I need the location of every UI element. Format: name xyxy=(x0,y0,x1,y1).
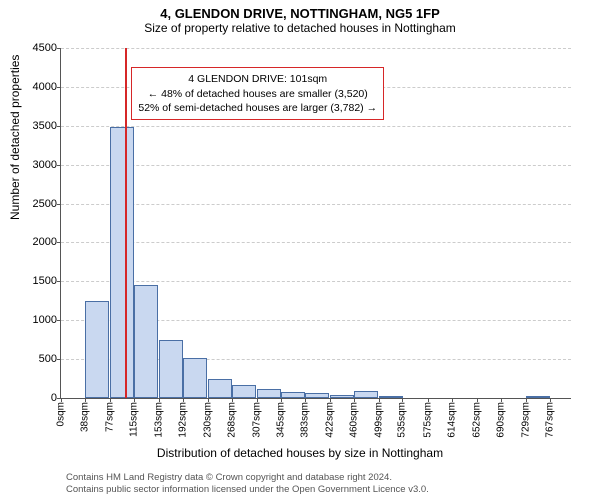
footer-credits: Contains HM Land Registry data © Crown c… xyxy=(66,472,429,496)
x-axis-label: Distribution of detached houses by size … xyxy=(0,446,600,460)
xtick-label: 230sqm xyxy=(202,402,213,438)
xtick-label: 153sqm xyxy=(153,402,164,438)
y-axis-label: Number of detached properties xyxy=(8,55,22,220)
ytick-label: 1000 xyxy=(17,314,57,326)
annot-line: 52% of semi-detached houses are larger (… xyxy=(138,101,377,115)
xtick-label: 460sqm xyxy=(349,402,360,438)
ytick-label: 2500 xyxy=(17,198,57,210)
histogram-bar xyxy=(183,358,207,398)
xtick-label: 192sqm xyxy=(178,402,189,438)
gridline xyxy=(61,126,571,127)
annot-line: 4 GLENDON DRIVE: 101sqm xyxy=(138,72,377,86)
page-subtitle: Size of property relative to detached ho… xyxy=(0,21,600,39)
ytick-mark xyxy=(57,320,61,321)
histogram-bar xyxy=(232,385,256,398)
histogram-bar xyxy=(330,395,354,398)
xtick-label: 345sqm xyxy=(275,402,286,438)
histogram-bar xyxy=(379,396,403,398)
ytick-label: 3500 xyxy=(17,120,57,132)
plot-region: 0500100015002000250030003500400045000sqm… xyxy=(60,48,571,399)
ytick-mark xyxy=(57,48,61,49)
ytick-label: 4000 xyxy=(17,81,57,93)
ytick-mark xyxy=(57,126,61,127)
footer-line: Contains HM Land Registry data © Crown c… xyxy=(66,472,429,484)
ytick-label: 1500 xyxy=(17,275,57,287)
xtick-label: 575sqm xyxy=(422,402,433,438)
histogram-bar xyxy=(281,392,305,398)
xtick-label: 77sqm xyxy=(105,402,116,432)
gridline xyxy=(61,48,571,49)
footer-line: Contains public sector information licen… xyxy=(66,484,429,496)
xtick-label: 422sqm xyxy=(325,402,336,438)
chart-area: 0500100015002000250030003500400045000sqm… xyxy=(60,48,570,398)
xtick-label: 729sqm xyxy=(520,402,531,438)
histogram-bar xyxy=(110,127,134,398)
annot-line: ← 48% of detached houses are smaller (3,… xyxy=(138,87,377,101)
gridline xyxy=(61,204,571,205)
xtick-label: 535sqm xyxy=(397,402,408,438)
histogram-bar xyxy=(208,379,232,398)
histogram-bar xyxy=(354,391,378,398)
ytick-mark xyxy=(57,242,61,243)
ytick-mark xyxy=(57,281,61,282)
ytick-label: 500 xyxy=(17,353,57,365)
xtick-label: 115sqm xyxy=(129,402,140,437)
xtick-label: 0sqm xyxy=(56,402,67,426)
xtick-label: 767sqm xyxy=(544,402,555,438)
histogram-bar xyxy=(159,340,183,398)
ytick-mark xyxy=(57,165,61,166)
ytick-mark xyxy=(57,359,61,360)
gridline xyxy=(61,242,571,243)
histogram-bar xyxy=(134,285,158,398)
ytick-mark xyxy=(57,87,61,88)
histogram-bar xyxy=(85,301,109,398)
page-title: 4, GLENDON DRIVE, NOTTINGHAM, NG5 1FP xyxy=(0,0,600,21)
xtick-label: 499sqm xyxy=(374,402,385,438)
xtick-label: 38sqm xyxy=(80,402,91,432)
histogram-bar xyxy=(305,393,329,398)
ytick-mark xyxy=(57,204,61,205)
xtick-label: 614sqm xyxy=(447,402,458,438)
chart-container: 4, GLENDON DRIVE, NOTTINGHAM, NG5 1FP Si… xyxy=(0,0,600,500)
ytick-label: 2000 xyxy=(17,236,57,248)
highlight-line xyxy=(125,48,127,398)
ytick-label: 3000 xyxy=(17,159,57,171)
gridline xyxy=(61,281,571,282)
histogram-bar xyxy=(526,396,550,398)
xtick-label: 652sqm xyxy=(471,402,482,438)
ytick-label: 4500 xyxy=(17,42,57,54)
histogram-bar xyxy=(257,389,281,398)
annotation-box: 4 GLENDON DRIVE: 101sqm← 48% of detached… xyxy=(131,67,384,120)
gridline xyxy=(61,165,571,166)
xtick-label: 307sqm xyxy=(251,402,262,438)
xtick-label: 383sqm xyxy=(300,402,311,438)
xtick-label: 690sqm xyxy=(495,402,506,438)
xtick-label: 268sqm xyxy=(226,402,237,438)
ytick-label: 0 xyxy=(17,392,57,404)
